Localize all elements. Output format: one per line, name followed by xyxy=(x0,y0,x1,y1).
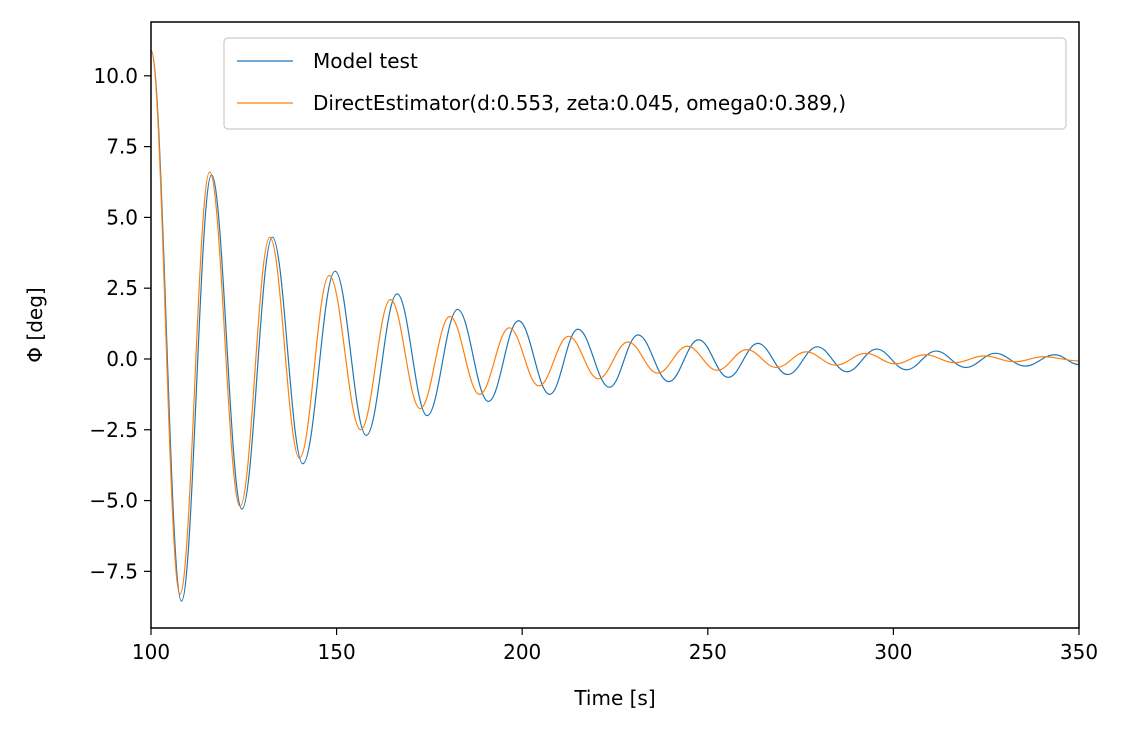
y-tick-label: −5.0 xyxy=(89,489,138,513)
series-line-direct-estimator xyxy=(151,49,1079,595)
y-tick-label: 7.5 xyxy=(106,135,138,159)
plot-lines xyxy=(151,49,1079,602)
y-tick-label: −2.5 xyxy=(89,418,138,442)
legend-label-model-test: Model test xyxy=(313,49,418,73)
y-tick-label: 5.0 xyxy=(106,205,138,229)
x-axis-ticks: 100 150 200 250 300 350 xyxy=(132,628,1098,664)
y-tick-label: −7.5 xyxy=(89,559,138,583)
y-tick-label: 2.5 xyxy=(106,276,138,300)
x-tick-label: 150 xyxy=(318,640,356,664)
x-tick-label: 100 xyxy=(132,640,170,664)
y-tick-label: 10.0 xyxy=(93,64,138,88)
legend: Model test DirectEstimator(d:0.553, zeta… xyxy=(223,37,1067,130)
legend-box xyxy=(223,37,1067,130)
y-axis-ticks: 10.0 7.5 5.0 2.5 0.0 −2.5 −5.0 −7.5 xyxy=(89,64,151,583)
y-tick-label: 0.0 xyxy=(106,347,138,371)
plot-frame xyxy=(150,21,1080,629)
x-axis-label: Time [s] xyxy=(573,686,655,710)
x-tick-label: 200 xyxy=(503,640,541,664)
x-tick-label: 250 xyxy=(689,640,727,664)
x-tick-label: 350 xyxy=(1060,640,1098,664)
x-tick-label: 300 xyxy=(874,640,912,664)
legend-label-direct-estimator: DirectEstimator(d:0.553, zeta:0.045, ome… xyxy=(313,91,846,115)
series-line-model-test xyxy=(151,49,1079,602)
y-axis-label: Φ [deg] xyxy=(23,287,47,362)
